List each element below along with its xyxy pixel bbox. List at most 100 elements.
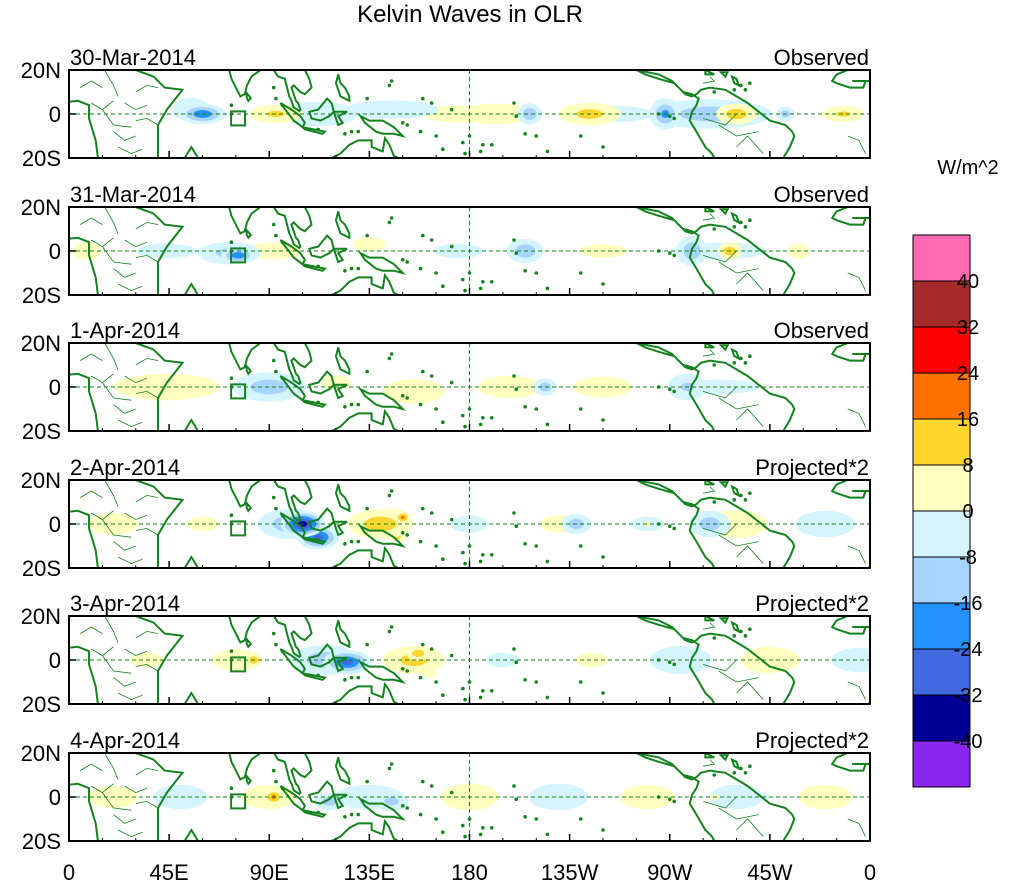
colorbar-swatch [912, 510, 971, 558]
country-border [736, 818, 764, 837]
island [712, 90, 717, 94]
coastline [228, 207, 263, 235]
island [601, 691, 605, 695]
y-tick-label: 20N [21, 331, 61, 356]
island [578, 680, 583, 684]
island [514, 114, 519, 118]
island [389, 762, 394, 766]
anomaly-contour [250, 379, 288, 395]
panel-3: 20N 0 20S 1-Apr-2014 Observed [21, 318, 871, 444]
island [534, 544, 539, 548]
coastline [635, 70, 796, 158]
island [578, 817, 583, 821]
coastline [704, 753, 715, 759]
island [405, 123, 410, 127]
coastline [718, 208, 730, 216]
island [732, 634, 737, 638]
colorbar-swatch [912, 464, 971, 512]
land-outlines [69, 753, 870, 841]
island [667, 251, 672, 255]
island [667, 114, 672, 118]
island [739, 356, 743, 361]
island [461, 140, 465, 145]
colorbar-label: 16 [957, 409, 979, 431]
island [349, 402, 354, 407]
island [405, 806, 410, 810]
island [343, 269, 347, 273]
coastline [299, 808, 327, 818]
anomaly-contour [384, 797, 399, 806]
coastline [334, 757, 351, 786]
island [271, 358, 276, 363]
coastline [718, 754, 730, 762]
country-border [104, 70, 119, 97]
island [732, 361, 737, 365]
anomaly-contour [344, 100, 439, 119]
anomaly-contour [341, 659, 353, 665]
island [356, 812, 361, 817]
anomaly-contour [446, 105, 502, 123]
coastline [830, 616, 870, 635]
island [672, 253, 676, 258]
anomaly-contour [231, 252, 245, 259]
country-border [703, 213, 716, 221]
island [271, 85, 276, 90]
coastline [332, 656, 348, 673]
island [420, 96, 425, 101]
country-border [135, 494, 159, 503]
country-border [703, 659, 737, 672]
island [349, 539, 354, 544]
island [349, 675, 354, 680]
coastline [299, 671, 327, 681]
land-outlines [69, 70, 870, 158]
island [387, 356, 392, 361]
island [365, 96, 369, 101]
island [463, 834, 467, 839]
coastline [318, 545, 399, 568]
anomaly-contour [644, 520, 651, 528]
coastline [357, 386, 407, 411]
island [418, 675, 423, 680]
coastline [830, 753, 870, 772]
coastline [279, 648, 307, 675]
y-tick-label: 20N [21, 195, 61, 220]
country-border [703, 76, 716, 84]
country-border [104, 207, 119, 234]
island [514, 524, 519, 528]
country-border [104, 616, 119, 643]
x-tick-label: 135W [541, 860, 599, 885]
island [512, 647, 516, 651]
anomaly-contour [137, 243, 197, 259]
y-tick-label: 20S [22, 692, 61, 717]
country-border [113, 814, 136, 824]
island [748, 354, 752, 359]
island [400, 531, 405, 535]
coastline [228, 753, 263, 781]
island [229, 649, 234, 653]
island [420, 506, 425, 511]
island [732, 88, 737, 92]
island [463, 288, 467, 293]
island [732, 771, 737, 775]
island [418, 266, 423, 271]
island [274, 96, 278, 101]
island [534, 271, 539, 275]
y-tick-label: 20S [22, 146, 61, 171]
coastline [183, 555, 200, 568]
country-border [117, 146, 143, 155]
marker-box [230, 110, 247, 127]
island [418, 539, 423, 544]
island [229, 513, 234, 517]
island [481, 553, 485, 557]
coastline [332, 793, 348, 810]
country-border [124, 785, 148, 794]
x-axis: 0 45E 90E 135E 180 135W 90W 45W 0 [63, 860, 876, 885]
island [712, 500, 717, 504]
country-border [124, 512, 148, 521]
island [271, 495, 276, 500]
island [449, 517, 454, 522]
island [356, 266, 361, 271]
island [743, 361, 748, 365]
island [748, 218, 752, 222]
island [316, 127, 321, 132]
